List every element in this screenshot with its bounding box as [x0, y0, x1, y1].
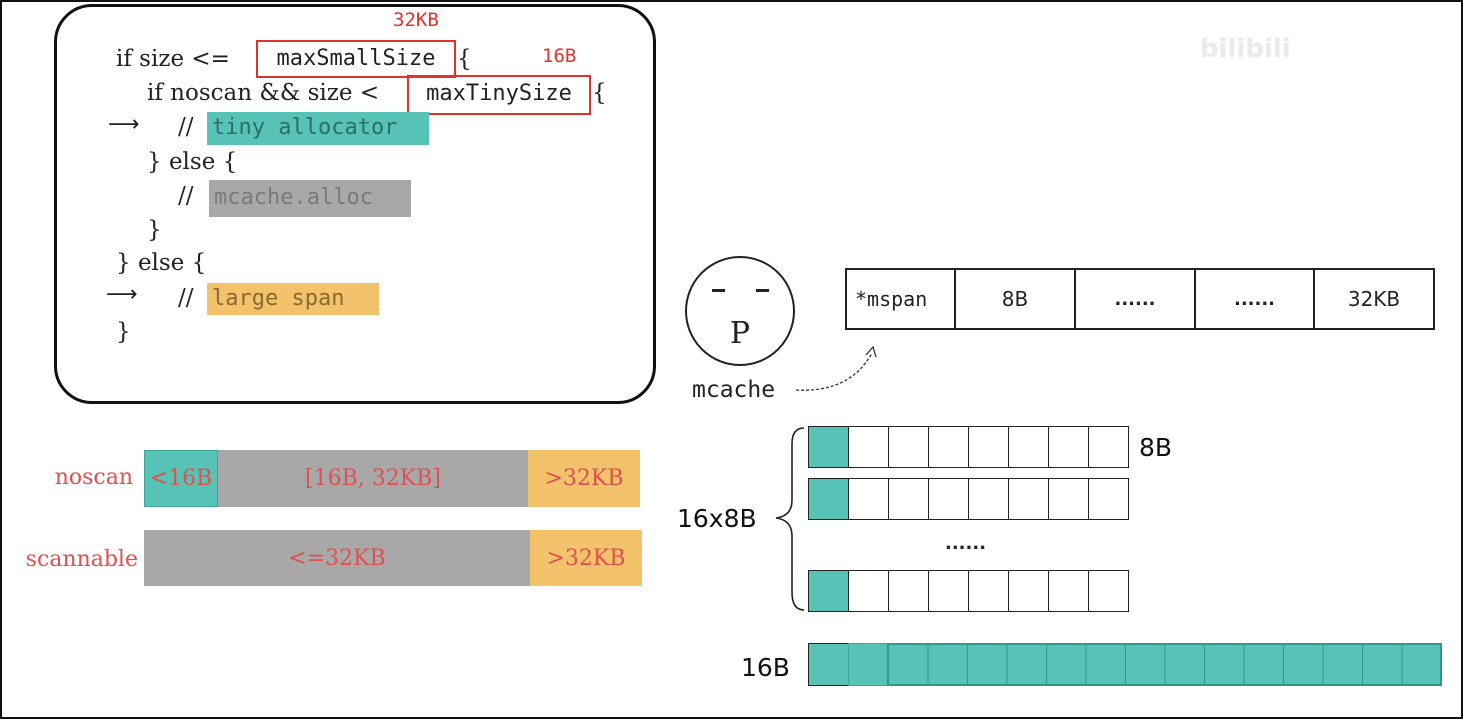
slot — [1008, 570, 1049, 612]
slot-used — [808, 426, 849, 468]
code-line-2-prefix: if noscan && size < — [147, 80, 380, 106]
span-row-8b-1 — [808, 426, 1129, 468]
slot — [1048, 426, 1089, 468]
watermark: bilibili — [1200, 34, 1291, 64]
slot-used — [808, 570, 849, 612]
span-row-8b-2 — [808, 478, 1129, 520]
slot-used — [848, 643, 888, 686]
scannable-small-segment: <=32KB — [144, 530, 530, 586]
code-line-8-comment: // — [178, 285, 194, 311]
group-16x8b-label: 16x8B — [677, 504, 757, 533]
code-line-1-prefix: if size <= — [116, 46, 230, 72]
processor-face-icon: P — [685, 256, 795, 366]
slot-used — [808, 478, 849, 520]
noscan-large-segment: >32KB — [528, 450, 640, 507]
slot — [928, 426, 969, 468]
max-tiny-size-annotation: 16B — [542, 45, 577, 67]
row-8b-label: 8B — [1139, 433, 1173, 462]
arrow-large-icon: ⟶ — [106, 282, 138, 307]
table-cell-dots-2: ...... — [1196, 270, 1315, 328]
mcache-alloc-highlight: mcache.alloc — [209, 180, 411, 217]
curly-brace-icon — [775, 427, 805, 611]
slot — [888, 570, 929, 612]
slot — [1048, 478, 1089, 520]
code-line-6: } — [147, 217, 162, 243]
noscan-small-segment: [16B, 32KB] — [218, 450, 528, 507]
slot — [1008, 426, 1049, 468]
table-cell-dots-1: ...... — [1076, 270, 1196, 328]
slot — [1088, 570, 1129, 612]
slot — [888, 478, 929, 520]
max-small-size-box: maxSmallSize — [256, 40, 456, 78]
slot — [848, 426, 889, 468]
slot — [928, 570, 969, 612]
scannable-label: scannable — [25, 547, 138, 572]
code-line-2-brace: { — [592, 80, 607, 106]
slot — [1048, 570, 1089, 612]
table-cell-mspan: *mspan — [847, 270, 956, 328]
right-eye — [756, 289, 769, 292]
slot — [848, 570, 889, 612]
noscan-label: noscan — [54, 465, 133, 490]
span-row-8b-last — [808, 570, 1129, 612]
slot — [1088, 426, 1129, 468]
arrow-tiny-icon: ⟶ — [108, 112, 140, 137]
large-span-highlight: large span — [207, 283, 379, 315]
slot — [848, 478, 889, 520]
scannable-large-segment: >32KB — [530, 530, 642, 586]
code-line-9: } — [116, 319, 131, 345]
slot — [888, 426, 929, 468]
tiny-allocator-highlight: tiny allocator — [207, 112, 429, 145]
slot — [968, 570, 1009, 612]
table-cell-8b: 8B — [956, 270, 1076, 328]
slot — [968, 478, 1009, 520]
code-line-5-comment: // — [178, 183, 194, 209]
rows-ellipsis: ...... — [945, 533, 987, 554]
span-row-16b — [808, 643, 1442, 686]
mcache-pointer-arrow-icon — [795, 345, 877, 391]
code-panel — [54, 4, 656, 404]
code-line-7: } else { — [116, 250, 207, 276]
table-cell-32kb: 32KB — [1347, 287, 1401, 311]
max-small-size-annotation: 32KB — [393, 9, 439, 31]
row-16b-label: 16B — [741, 653, 790, 682]
slots-used-remaining — [887, 643, 1442, 686]
slot — [1088, 478, 1129, 520]
slot-used — [808, 643, 849, 686]
slot — [968, 426, 1009, 468]
noscan-tiny-segment: <16B — [144, 450, 218, 507]
slot — [1008, 478, 1049, 520]
mcache-span-table: *mspan 8B ...... ...... 32KB — [845, 268, 1435, 330]
code-line-3-comment: // — [178, 114, 194, 140]
slot — [928, 478, 969, 520]
max-tiny-size-box: maxTinySize — [407, 75, 591, 115]
mcache-label: mcache — [692, 377, 776, 403]
code-line-1-brace: { — [457, 46, 472, 72]
processor-letter: P — [729, 316, 751, 351]
code-line-4: } else { — [147, 149, 238, 175]
left-eye — [712, 289, 725, 292]
